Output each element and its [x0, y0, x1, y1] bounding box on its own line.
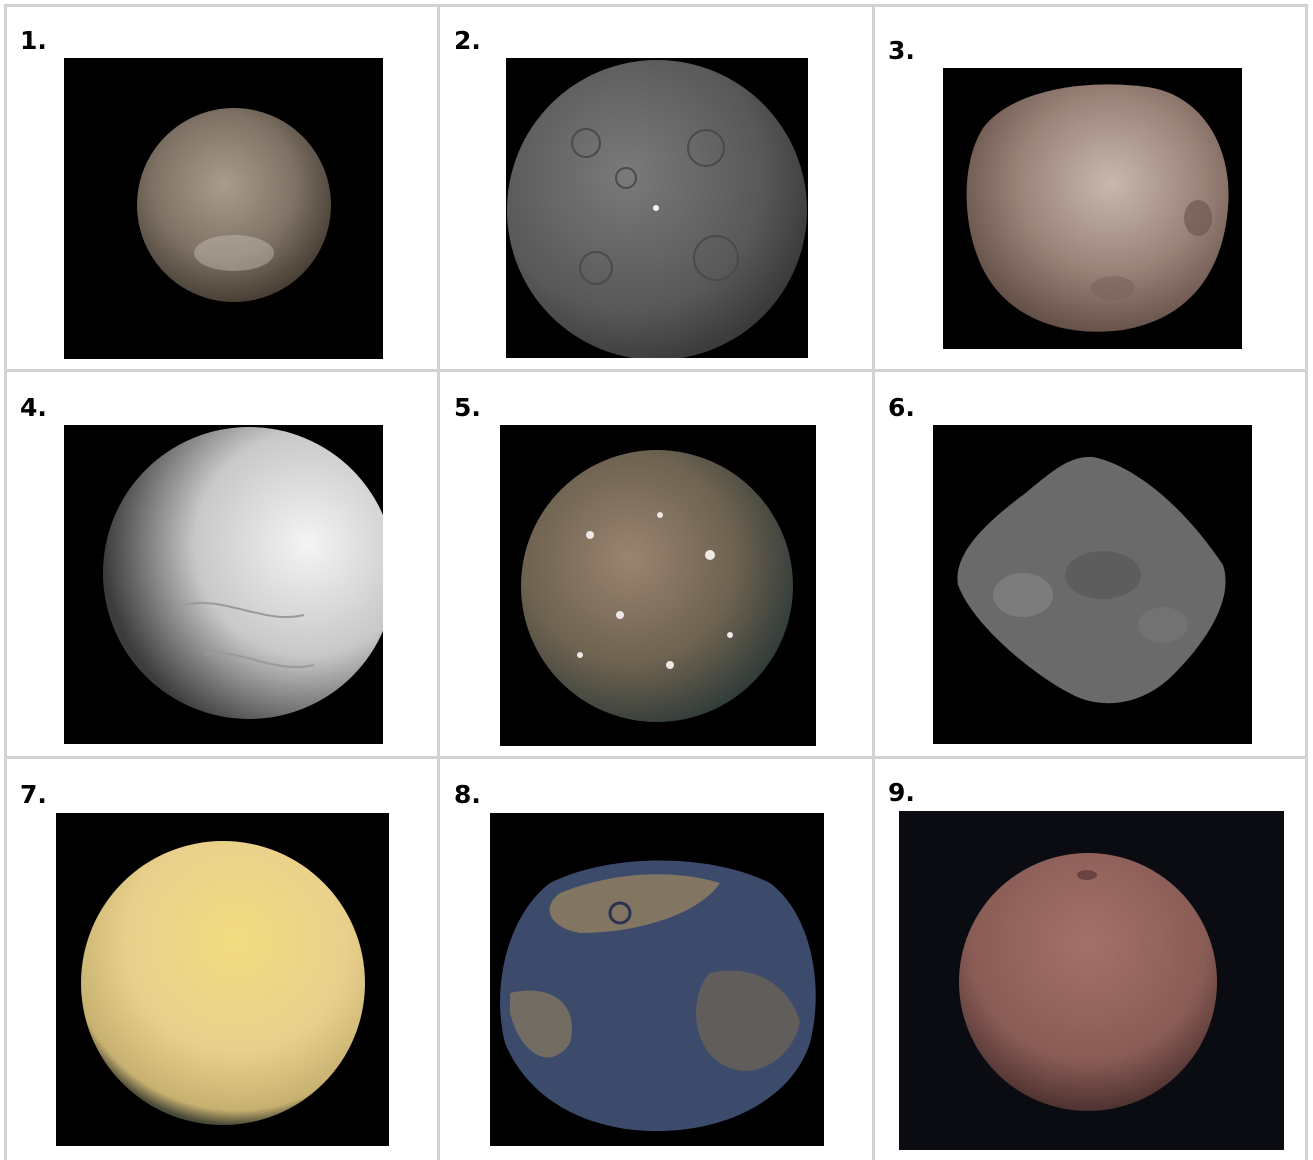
cell-number: 7. [20, 780, 47, 809]
cell-number: 8. [454, 780, 481, 809]
grid-divider [4, 369, 1308, 372]
cell-number: 1. [20, 26, 47, 55]
cell-number: 6. [888, 393, 915, 422]
cell-number: 3. [888, 36, 915, 65]
white-icy-moon-photo [64, 425, 383, 744]
cell-number: 9. [888, 778, 915, 807]
reddish-brown-moon-photo [899, 811, 1284, 1150]
irregular-reddish-moon-photo [943, 68, 1242, 349]
hazy-yellow-moon-photo [56, 813, 389, 1146]
icy-moon-photo [64, 58, 383, 359]
grid-divider [437, 4, 440, 1160]
grid-divider [4, 756, 1308, 759]
cratered-gray-dwarf-planet-photo [506, 58, 808, 358]
rubble-pile-asteroid-photo [933, 425, 1252, 744]
grid-divider [872, 4, 875, 1160]
blue-metallic-asteroid-photo [490, 813, 824, 1146]
heavily-cratered-colorful-moon-photo [500, 425, 816, 746]
cell-number: 4. [20, 393, 47, 422]
image-grid [4, 4, 1308, 1160]
cell-number: 5. [454, 393, 481, 422]
cell-number: 2. [454, 26, 481, 55]
